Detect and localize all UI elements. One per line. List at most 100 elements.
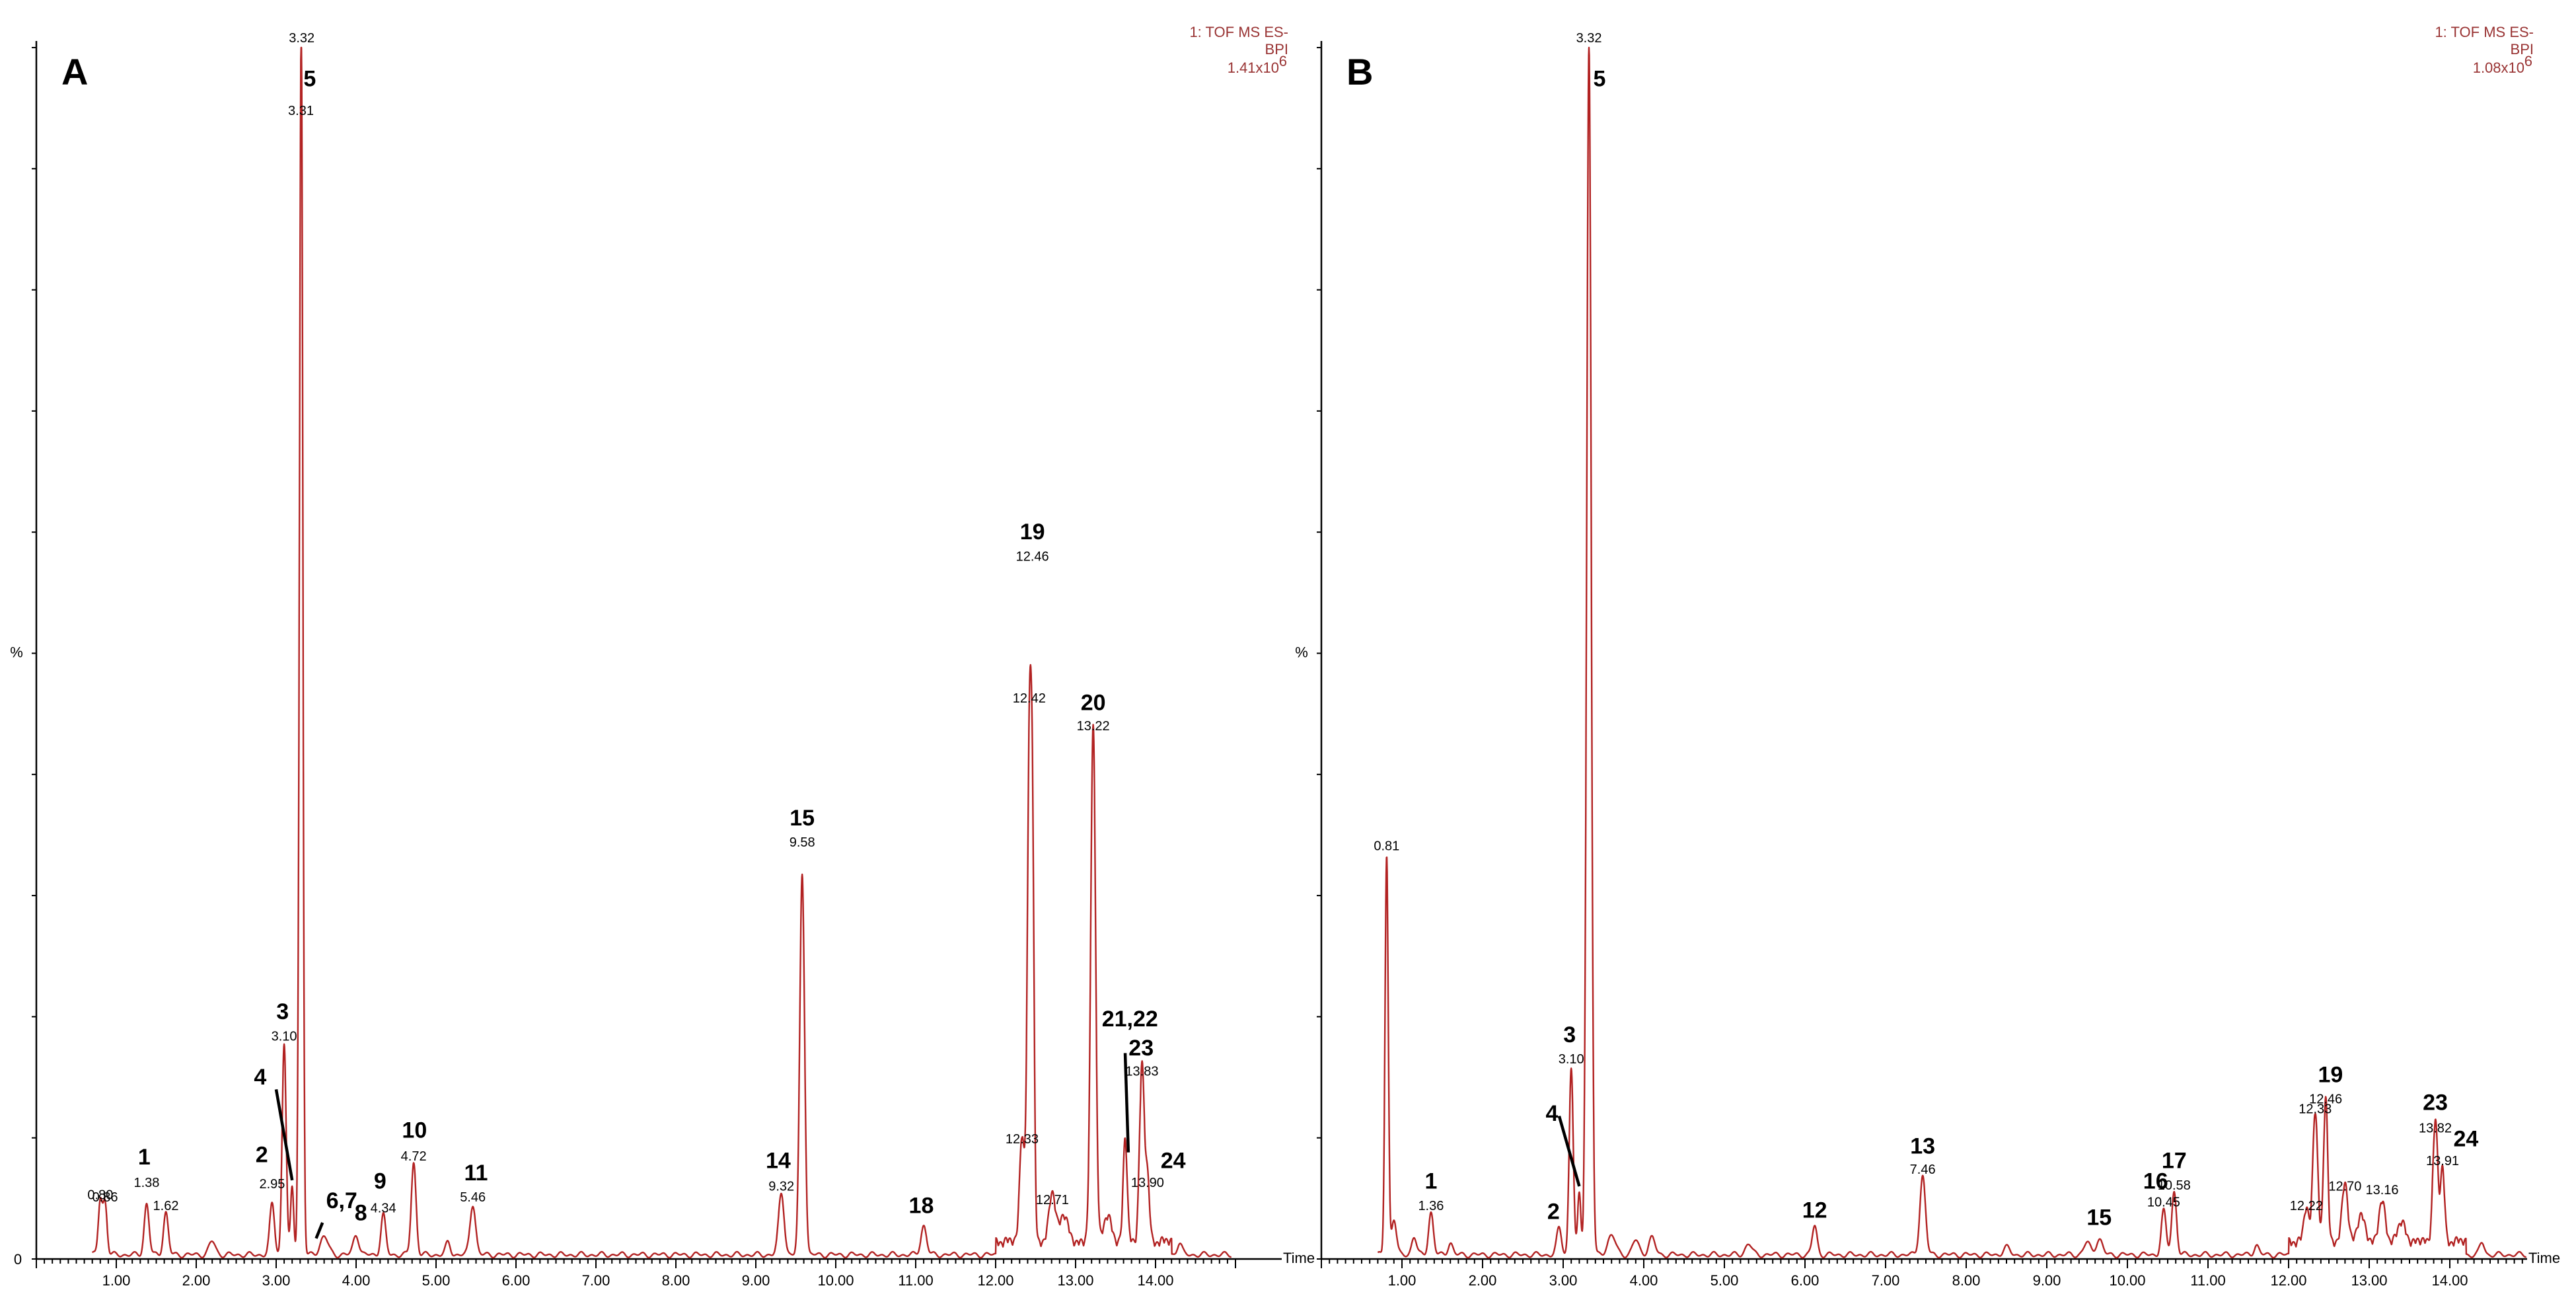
retention-time-label: 4.34 bbox=[371, 1201, 396, 1216]
instrument-info-trace: BPI bbox=[2511, 41, 2534, 57]
peak-number-label: 23 bbox=[1128, 1036, 1154, 1061]
retention-time-label: 2.95 bbox=[259, 1177, 285, 1192]
peak-number-label: 1 bbox=[1424, 1169, 1437, 1194]
peak-number-label: 3 bbox=[1563, 1022, 1576, 1048]
retention-time-label: 13.91 bbox=[2426, 1154, 2459, 1168]
retention-time-label: 10.58 bbox=[2158, 1178, 2191, 1193]
retention-time-label: 3.10 bbox=[1559, 1052, 1584, 1067]
peak-number-label: 2 bbox=[1547, 1200, 1560, 1225]
peak-number-label: 1 bbox=[138, 1145, 151, 1170]
x-tick-label: 13.00 bbox=[2351, 1272, 2387, 1289]
peak-number-label: 5 bbox=[303, 67, 316, 92]
y-axis-label: % bbox=[1295, 644, 1308, 661]
peak-number-label: 8 bbox=[355, 1200, 367, 1225]
peak-number-label: 9 bbox=[374, 1169, 386, 1194]
x-tick-label: 8.00 bbox=[1952, 1272, 1981, 1289]
x-tick-label: 13.00 bbox=[1057, 1272, 1093, 1289]
retention-time-label: 9.58 bbox=[790, 835, 815, 850]
retention-time-label: 10.45 bbox=[2147, 1196, 2180, 1210]
peak-number-label: 3 bbox=[276, 999, 289, 1024]
retention-time-label: 12.33 bbox=[2299, 1102, 2332, 1116]
retention-time-label: 1.38 bbox=[134, 1176, 160, 1190]
panel-letter: B bbox=[1346, 51, 1373, 93]
retention-time-label: 13.90 bbox=[1131, 1176, 1164, 1190]
retention-time-label: 0.81 bbox=[1374, 839, 1399, 854]
callout-line bbox=[1123, 1053, 1130, 1153]
chromatogram-panel-b: 1.00 2.00 3.00 4.00 5.00 6.00 7.00 8.00 9.00 10.0… bbox=[1295, 24, 2560, 1289]
peak-number-label: 24 bbox=[1161, 1149, 1186, 1174]
peak-number-label: 4 bbox=[1545, 1101, 1558, 1126]
x-tick-label: 3.00 bbox=[1549, 1272, 1578, 1289]
x-tick-label: 12.00 bbox=[2270, 1272, 2306, 1289]
retention-time-label: 12.46 bbox=[2309, 1092, 2342, 1107]
retention-time-label: 12.22 bbox=[2290, 1199, 2323, 1213]
retention-time-label: 12.46 bbox=[1016, 550, 1049, 564]
x-tick-label: 1.00 bbox=[102, 1272, 131, 1289]
retention-time-label: 1.62 bbox=[153, 1199, 179, 1213]
retention-time-label: 4.72 bbox=[401, 1149, 427, 1164]
x-tick-label: 1.00 bbox=[1388, 1272, 1417, 1289]
peak-number-label: 13 bbox=[1910, 1134, 1935, 1159]
x-tick-label: 5.00 bbox=[1711, 1272, 1739, 1289]
retention-time-label: 13.83 bbox=[1125, 1065, 1158, 1079]
x-tick-label: 2.00 bbox=[182, 1272, 211, 1289]
instrument-info-exponent: 6 bbox=[2524, 53, 2532, 69]
peak-number-label: 23 bbox=[2423, 1090, 2448, 1116]
retention-time-label: 13.16 bbox=[2365, 1183, 2398, 1198]
instrument-info-scale: 1.41x10 bbox=[1228, 59, 1279, 76]
peak-number-label: 5 bbox=[1593, 67, 1605, 92]
retention-time-label: 7.46 bbox=[1910, 1163, 1936, 1177]
peak-number-label: 19 bbox=[2318, 1062, 2343, 1087]
peak-number-label: 15 bbox=[2086, 1205, 2112, 1231]
x-tick-label: 14.00 bbox=[1137, 1272, 1173, 1289]
x-tick-label: 10.00 bbox=[2109, 1272, 2145, 1289]
retention-time-label: 13.22 bbox=[1077, 719, 1110, 734]
peak-number-label: 6,7 bbox=[326, 1188, 357, 1213]
peak-number-label: 16 bbox=[2143, 1169, 2168, 1194]
retention-time-label: 3.32 bbox=[1576, 31, 1602, 46]
chromatogram-trace bbox=[1377, 46, 2527, 1259]
retention-time-label: 12.70 bbox=[2328, 1180, 2361, 1194]
retention-time-label: 9.32 bbox=[768, 1180, 794, 1194]
instrument-info-mode: 1: TOF MS ES- bbox=[2435, 24, 2534, 40]
instrument-info-mode: 1: TOF MS ES- bbox=[1189, 24, 1288, 40]
x-tick-label: 2.00 bbox=[1469, 1272, 1497, 1289]
x-tick-label: 3.00 bbox=[262, 1272, 291, 1289]
x-tick-label: 12.00 bbox=[977, 1272, 1013, 1289]
retention-time-label: 5.46 bbox=[460, 1190, 486, 1205]
x-tick-label: 6.00 bbox=[1791, 1272, 1820, 1289]
panel-letter: A bbox=[61, 51, 88, 93]
x-tick-label: 6.00 bbox=[502, 1272, 531, 1289]
x-tick-label: 11.00 bbox=[2190, 1272, 2225, 1289]
peak-number-label: 18 bbox=[909, 1193, 934, 1218]
chromatogram-panel-a: 01.00 2.00 3.00 4.00 5.00 6.00 7.00 8.00 9.00 10.… bbox=[10, 24, 1315, 1289]
x-tick-label: 4.00 bbox=[1630, 1272, 1658, 1289]
x-tick-label: 14.00 bbox=[2431, 1272, 2468, 1289]
peak-number-label: 2 bbox=[256, 1142, 268, 1167]
instrument-info-trace: BPI bbox=[1265, 41, 1288, 57]
y-axis-label: % bbox=[10, 644, 23, 661]
x-tick-label: 4.00 bbox=[342, 1272, 371, 1289]
instrument-info-exponent: 6 bbox=[1279, 53, 1287, 69]
x-tick-label: 7.00 bbox=[1872, 1272, 1900, 1289]
x-tick-label: 11.00 bbox=[898, 1272, 933, 1289]
retention-time-label: 1.36 bbox=[1418, 1199, 1444, 1213]
peak-number-label: 10 bbox=[402, 1118, 427, 1143]
retention-time-label: 12.42 bbox=[1013, 691, 1046, 706]
x-tick-label: 0 bbox=[14, 1251, 22, 1268]
retention-time-label: 12.33 bbox=[1006, 1132, 1039, 1147]
x-tick-label: 5.00 bbox=[422, 1272, 451, 1289]
x-tick-label: 7.00 bbox=[582, 1272, 610, 1289]
instrument-info-scale: 1.08x10 bbox=[2473, 59, 2524, 76]
peak-number-label: 24 bbox=[2453, 1127, 2478, 1152]
peak-number-label: 11 bbox=[464, 1161, 488, 1186]
callout-line bbox=[1557, 1116, 1581, 1187]
retention-time-label: 0.86 bbox=[92, 1190, 118, 1205]
x-tick-label: 9.00 bbox=[2033, 1272, 2061, 1289]
peak-number-label: 21,22 bbox=[1102, 1007, 1158, 1032]
x-tick-label: 10.00 bbox=[817, 1272, 854, 1289]
retention-time-label: 0.80 bbox=[87, 1188, 113, 1203]
peak-number-label: 14 bbox=[766, 1149, 791, 1174]
x-tick-label: 8.00 bbox=[662, 1272, 690, 1289]
